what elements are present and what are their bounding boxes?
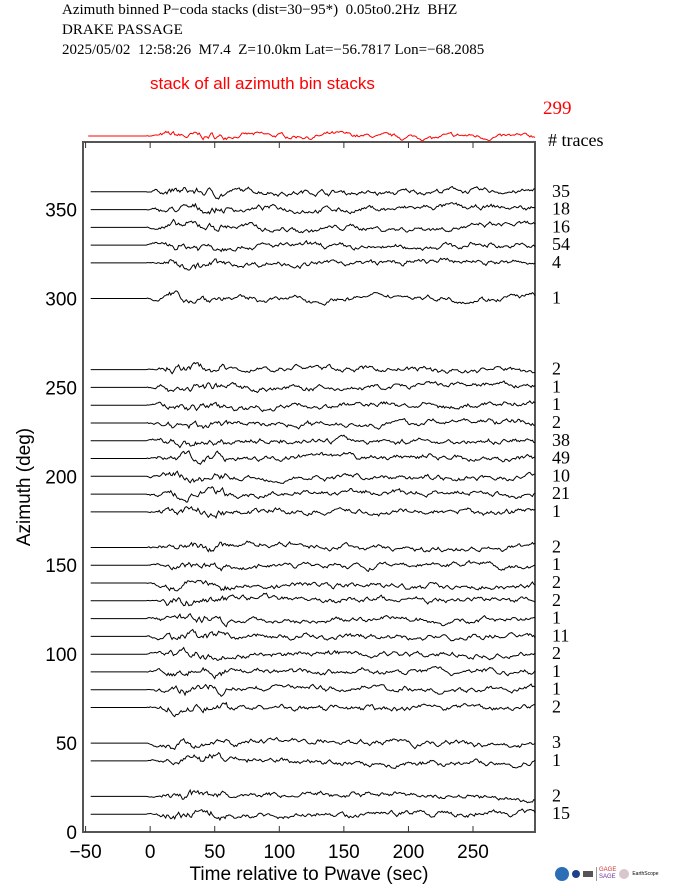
trace-count-label: 1	[552, 554, 561, 574]
title-event-info: 2025/05/02 12:58:26 M7.4 Z=10.0km Lat=−5…	[62, 42, 485, 58]
azimuth-trace	[90, 736, 536, 751]
y-tick-label: 200	[45, 467, 77, 488]
stack-trace	[88, 130, 536, 142]
x-tick-label: 200	[393, 842, 425, 863]
trace-count-label: 2	[552, 643, 561, 663]
trace-count-label: 1	[552, 287, 561, 307]
azimuth-trace	[90, 540, 536, 553]
nsf-logo-icon	[555, 867, 569, 881]
trace-count-label: 2	[552, 572, 561, 592]
trace-count-label: 2	[552, 536, 561, 556]
y-tick-label: 150	[45, 556, 77, 577]
y-tick-label: 100	[45, 645, 77, 666]
azimuth-trace	[90, 683, 536, 697]
trace-count-label: 21	[552, 483, 570, 503]
azimuth-trace	[90, 470, 536, 485]
trace-count-label: 4	[552, 252, 561, 272]
azimuth-trace	[90, 579, 536, 592]
trace-count-label: 2	[552, 359, 561, 379]
y-tick-label: 0	[66, 823, 77, 844]
azimuth-trace	[90, 450, 536, 465]
doe-logo-icon	[583, 871, 593, 877]
azimuth-trace	[90, 788, 536, 804]
trace-count-label: 1	[552, 661, 561, 681]
x-axis-label: Time relative to Pwave (sec)	[190, 864, 429, 885]
sage-logo: SAGE	[599, 874, 616, 880]
trace-count-label: 1	[552, 608, 561, 628]
azimuth-trace	[90, 417, 535, 430]
sponsor-logos: GAGE SAGE EarthScope	[555, 867, 658, 881]
earthscope-logo-icon	[619, 869, 630, 879]
y-tick-label: 250	[45, 378, 77, 399]
title-region: DRAKE PASSAGE	[62, 22, 183, 38]
x-tick-label: 50	[204, 842, 225, 863]
title-line-1: Azimuth binned P−coda stacks (dist=30−95…	[62, 2, 458, 18]
azimuth-trace	[90, 751, 536, 769]
trace-count-label: 2	[552, 590, 561, 610]
trace-count-label: 2	[552, 785, 561, 805]
trace-count-label: 2	[552, 697, 561, 717]
azimuth-trace	[90, 628, 536, 642]
azimuth-trace	[90, 202, 536, 215]
trace-count-header: # traces	[548, 130, 603, 150]
trace-count-label: 1	[552, 394, 561, 414]
trace-count-label: 1	[552, 501, 561, 521]
azimuth-trace	[90, 701, 536, 718]
trace-count-label: 16	[552, 216, 570, 236]
x-tick-label: 250	[457, 842, 489, 863]
azimuth-trace	[90, 646, 536, 661]
x-tick-label: 100	[263, 842, 295, 863]
y-tick-label: 300	[45, 289, 77, 310]
trace-count-label: 10	[552, 465, 570, 485]
azimuth-trace	[90, 612, 536, 628]
trace-count-label: 11	[552, 625, 569, 645]
x-tick-label: 0	[145, 842, 156, 863]
azimuth-trace	[90, 400, 536, 413]
azimuth-trace	[90, 434, 536, 449]
azimuth-trace	[90, 361, 536, 375]
trace-count-label: 3	[552, 732, 561, 752]
azimuth-trace	[90, 665, 536, 680]
azimuth-trace	[90, 257, 536, 271]
stack-count: 299	[543, 98, 572, 119]
trace-count-label: 18	[552, 199, 570, 219]
azimuth-trace	[90, 505, 536, 520]
gage-logo: GAGE	[599, 867, 617, 873]
trace-count-label: 35	[552, 181, 570, 201]
y-tick-label: 50	[56, 734, 77, 755]
stack-label: stack of all azimuth bin stacks	[150, 74, 375, 93]
y-tick-label: 350	[45, 201, 77, 222]
plot-frame	[82, 141, 536, 833]
azimuth-trace	[90, 239, 536, 253]
trace-count-label: 2	[552, 412, 561, 432]
azimuth-trace	[90, 485, 536, 503]
trace-count-label: 1	[552, 376, 561, 396]
azimuth-trace	[90, 559, 536, 573]
azimuth-trace	[90, 290, 536, 306]
trace-count-label: 1	[552, 750, 561, 770]
agency-logo-icon	[572, 870, 580, 878]
trace-count-label: 38	[552, 430, 570, 450]
x-tick-label: 150	[328, 842, 360, 863]
y-axis-label: Azimuth (deg)	[14, 428, 35, 546]
azimuth-trace	[90, 218, 536, 234]
azimuth-trace	[90, 380, 536, 394]
trace-count-label: 15	[552, 803, 570, 823]
x-tick-label: −50	[69, 842, 101, 863]
azimuth-trace	[90, 185, 536, 200]
trace-count-label: 54	[552, 234, 570, 254]
azimuth-trace	[90, 592, 536, 607]
trace-count-label: 49	[552, 448, 570, 468]
trace-count-label: 1	[552, 679, 561, 699]
azimuth-trace	[90, 808, 536, 822]
earthscope-logo: EarthScope	[632, 871, 659, 877]
